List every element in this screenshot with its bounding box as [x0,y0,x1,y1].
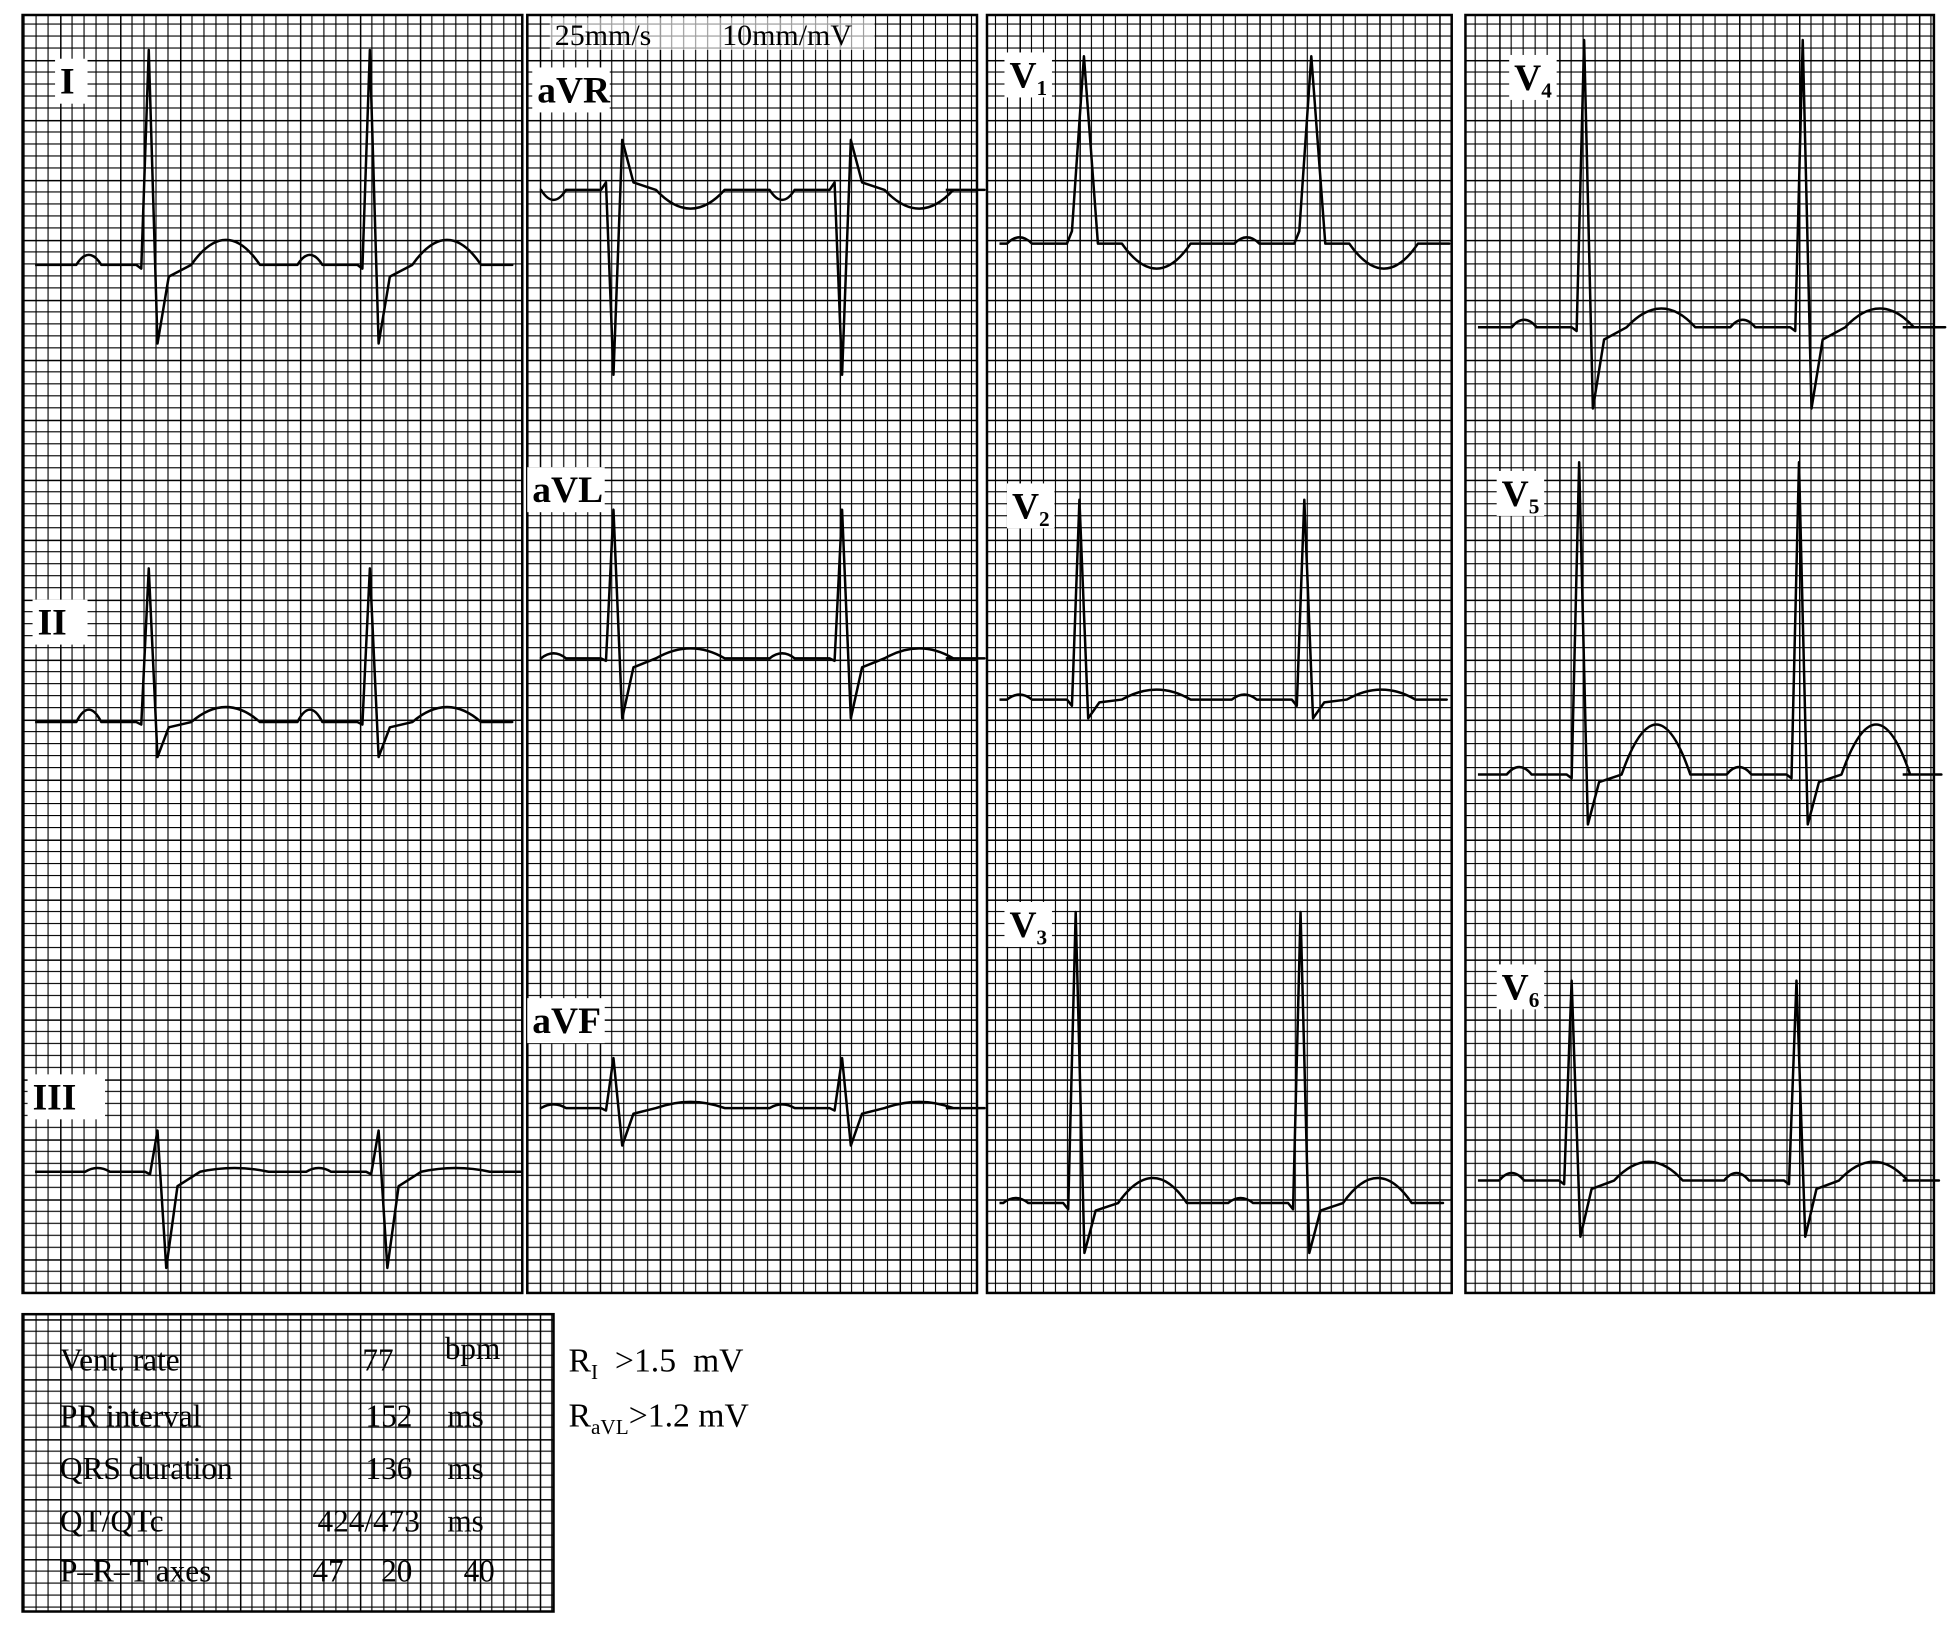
measure-unit: bpm [445,1331,501,1366]
lead-label-background [27,1074,106,1120]
gain: 10mm/mV [722,19,852,52]
lead-label-background [1509,54,1557,100]
lead-label: V6 [1502,967,1540,1011]
lead-label: V2 [1012,486,1050,530]
lead-label: I [60,62,75,103]
measure-unit: ms [447,1451,483,1486]
note-r-lead-avl: RaVL>1.2 mV [568,1398,748,1439]
lead-label: II [38,603,67,644]
ecg-trace-6 [539,1056,986,1147]
lead-column-2 [526,13,979,1295]
ecg-trace-3 [35,1129,523,1270]
measure-value: 152 [366,1399,413,1434]
lead-label: III [33,1077,77,1118]
lead-label-background [1006,483,1055,529]
ecg-trace-9 [999,910,1445,1255]
ecg-trace-1 [35,48,514,345]
lead-label-background [527,998,605,1044]
lead-label: V3 [1009,905,1047,949]
ecg-trace-7 [999,54,1451,270]
measure-unit: ms [447,1504,483,1539]
lead-label: aVL [532,470,603,511]
p-axis-value: 47 [312,1554,343,1589]
ecg-trace-11 [1477,460,1943,826]
note-r-lead-i: RI >1.5 mV [568,1343,743,1384]
axes-label: P–R–T axes [60,1554,211,1589]
measure-label: QT/QTc [60,1504,164,1539]
measurement-rows: Vent. rate 77 bpm PR interval 152 ms QRS… [60,1331,500,1588]
measure-value: 424/473 [317,1504,419,1539]
ecg-trace-10 [1477,38,1947,410]
paper-speed: 25mm/s [555,19,652,52]
lead-label: V4 [1514,58,1552,102]
lead-label: aVR [537,70,611,111]
lead-label-background [1004,52,1052,98]
lead-label: aVF [532,1001,601,1042]
lead-label-background [527,467,605,513]
lead-label-background [1496,470,1545,516]
ecg-trace-2 [35,567,514,759]
r-axis-value: 20 [381,1554,412,1589]
measure-value: 77 [362,1342,393,1377]
lead-column-1 [21,13,524,1295]
lead-label: V1 [1009,55,1047,99]
ecg-trace-4 [539,138,986,377]
lead-label-background [532,67,610,113]
lead-column-3 [985,13,1453,1295]
measure-label: PR interval [60,1399,202,1434]
lead-label: V5 [1502,474,1540,518]
measure-label: Vent. rate [60,1342,180,1377]
ecg-trace-12 [1477,979,1941,1238]
ecg-trace-5 [539,508,986,720]
lead-column-4 [1464,13,1936,1295]
lead-label-background [32,599,88,645]
measure-unit: ms [447,1399,483,1434]
measure-value: 136 [366,1451,413,1486]
lead-label-background [55,58,88,104]
measure-label: QRS duration [60,1451,233,1486]
ecg-trace-8 [999,498,1448,720]
lead-label-background [1004,901,1052,947]
lead-label-background [1496,964,1545,1010]
measurement-table [21,1312,555,1613]
t-axis-value: 40 [464,1554,495,1589]
